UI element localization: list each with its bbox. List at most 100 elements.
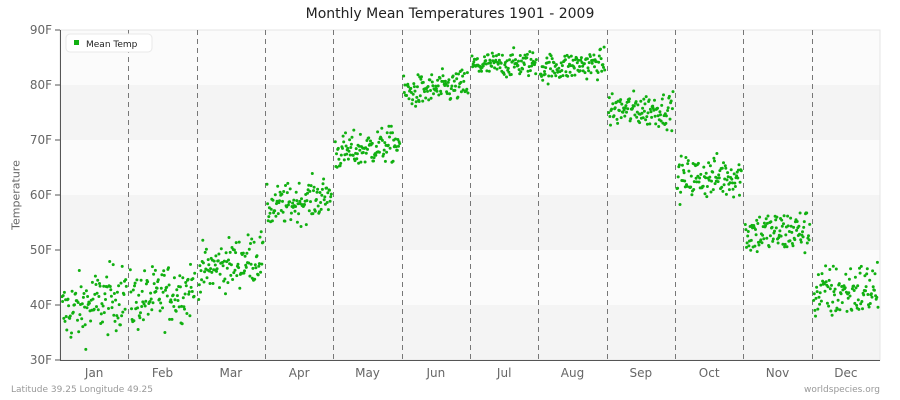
data-point (833, 287, 837, 291)
data-point (793, 238, 797, 242)
data-point (587, 61, 591, 65)
data-point (680, 163, 684, 167)
data-point (328, 188, 331, 192)
data-point (845, 309, 849, 313)
data-point (106, 333, 110, 337)
data-point (119, 281, 123, 285)
data-point (825, 301, 829, 305)
data-point (713, 159, 716, 163)
data-point (609, 123, 612, 127)
data-point (109, 288, 113, 292)
data-point (704, 176, 708, 180)
data-point (319, 207, 323, 211)
data-point (409, 86, 413, 90)
data-point (802, 225, 806, 229)
data-point (792, 225, 796, 229)
data-point (439, 92, 443, 96)
data-point (659, 113, 662, 117)
data-point (101, 320, 104, 324)
data-point (671, 90, 675, 94)
data-point (133, 281, 137, 285)
data-point (836, 298, 840, 302)
data-point (350, 135, 354, 139)
data-point (176, 299, 180, 302)
data-point (355, 152, 359, 156)
data-point (518, 54, 522, 57)
data-point (732, 172, 736, 176)
data-point (648, 107, 652, 111)
data-point (525, 52, 529, 56)
data-point (774, 218, 778, 222)
data-point (427, 98, 431, 102)
data-point (722, 183, 726, 187)
data-point (80, 302, 84, 306)
data-point (853, 301, 857, 305)
data-point (234, 251, 238, 255)
data-point (461, 74, 465, 78)
data-point (803, 251, 807, 255)
data-point (426, 85, 430, 88)
data-point (128, 268, 132, 272)
data-point (662, 93, 665, 97)
data-point (499, 61, 503, 65)
data-point (786, 224, 790, 228)
data-point (322, 177, 326, 181)
data-point (254, 266, 258, 270)
data-point (760, 241, 764, 245)
data-point (588, 55, 592, 58)
data-point (218, 272, 222, 276)
data-point (210, 270, 214, 274)
source-credit[interactable]: worldspecies.org (803, 385, 880, 395)
data-point (477, 69, 481, 73)
data-point (122, 293, 126, 296)
data-point (596, 78, 599, 82)
data-point (61, 294, 65, 298)
data-point (787, 230, 791, 233)
data-point (319, 201, 323, 204)
data-point (395, 148, 399, 152)
data-point (567, 55, 571, 59)
y-tick-label: 40F (30, 298, 52, 312)
data-point (530, 64, 534, 68)
data-point (268, 211, 272, 215)
data-point (868, 302, 872, 305)
data-point (283, 219, 287, 223)
data-point (100, 302, 104, 306)
data-point (702, 165, 706, 169)
data-point (297, 181, 301, 185)
data-point (91, 297, 95, 301)
data-point (526, 69, 530, 73)
data-point (372, 159, 375, 163)
data-point (215, 267, 219, 271)
data-point (747, 244, 751, 248)
data-point (731, 187, 735, 191)
data-point (355, 157, 359, 161)
data-point (124, 278, 128, 282)
data-point (74, 291, 78, 295)
data-point (861, 307, 864, 311)
data-point (276, 212, 280, 216)
data-point (678, 203, 682, 206)
data-point (855, 303, 859, 307)
data-point (470, 54, 474, 58)
data-point (274, 214, 278, 218)
data-point (534, 72, 538, 76)
data-point (528, 69, 532, 73)
data-point (348, 153, 352, 157)
data-point (237, 240, 241, 244)
data-point (695, 180, 699, 184)
data-point (828, 268, 832, 271)
data-point (754, 233, 758, 237)
data-point (539, 72, 543, 76)
data-point (208, 282, 212, 285)
data-point (436, 78, 440, 82)
data-point (411, 92, 415, 96)
data-point (641, 106, 645, 110)
data-point (259, 230, 263, 234)
data-point (651, 104, 655, 108)
data-point (582, 62, 586, 66)
data-point (868, 278, 872, 282)
data-point (326, 208, 330, 212)
data-point (346, 157, 350, 161)
data-point (413, 89, 417, 93)
